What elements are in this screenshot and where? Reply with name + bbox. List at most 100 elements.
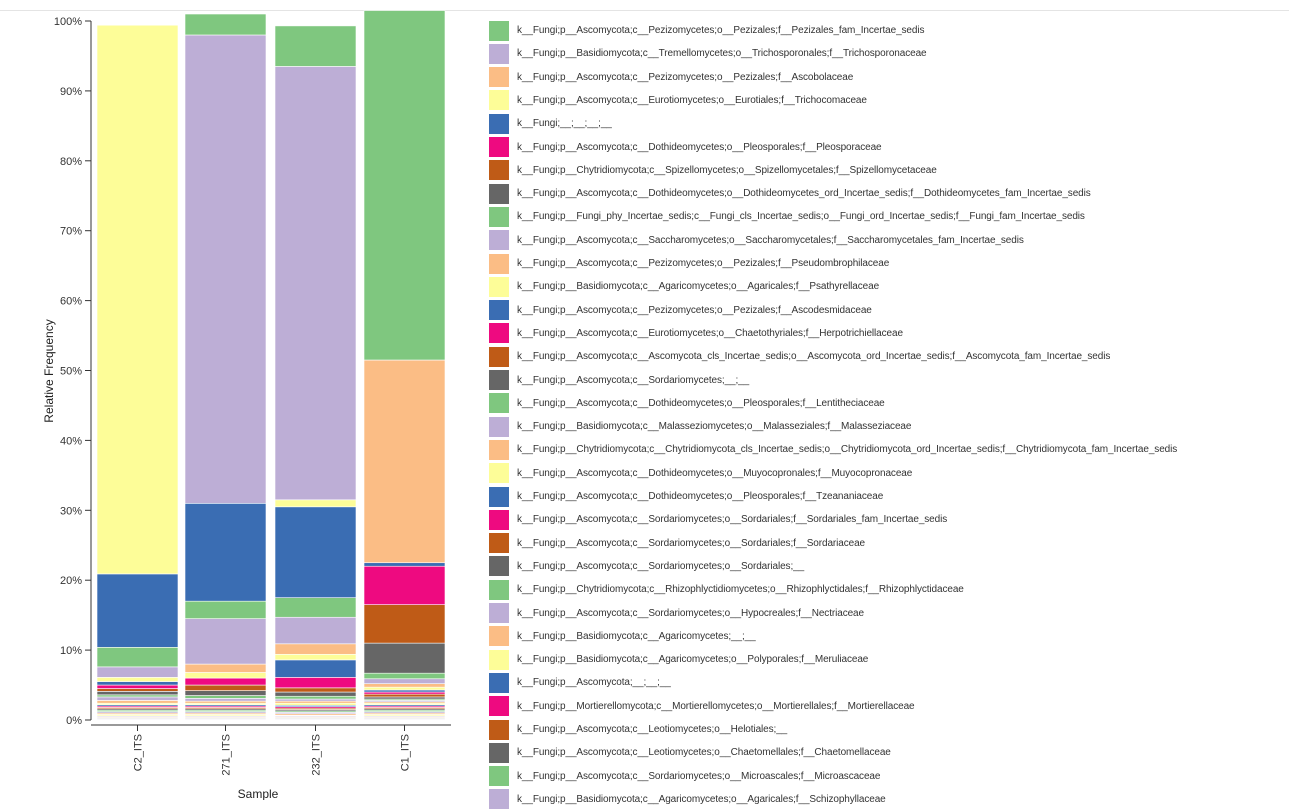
bar-segment[interactable]: [184, 34, 267, 504]
bar-segment[interactable]: [274, 499, 357, 508]
legend-item[interactable]: k__Fungi;p__Ascomycota;c__Pezizomycetes;…: [489, 253, 889, 274]
legend-item[interactable]: k__Fungi;p__Ascomycota;c__Dothideomycete…: [489, 137, 882, 158]
legend-item[interactable]: k__Fungi;p__Chytridiomycota;c__Rhizophly…: [489, 579, 964, 600]
bar-segment[interactable]: [363, 562, 446, 567]
bar-segment[interactable]: [184, 684, 267, 691]
bar-segment[interactable]: [363, 686, 446, 691]
legend-label: k__Fungi;p__Ascomycota;c__Pezizomycetes;…: [517, 25, 925, 36]
bar-segment[interactable]: [184, 690, 267, 696]
legend-item[interactable]: k__Fungi;p__Ascomycota;c__Eurotiomycetes…: [489, 90, 867, 111]
legend-item[interactable]: k__Fungi;p__Ascomycota;c__Pezizomycetes;…: [489, 20, 924, 41]
bar-segment[interactable]: [184, 700, 267, 704]
bar-segment[interactable]: [274, 25, 357, 67]
bar-segment[interactable]: [363, 691, 446, 695]
legend-item[interactable]: k__Fungi;p__Ascomycota;c__Sordariomycete…: [489, 509, 947, 530]
bar-segment[interactable]: [363, 359, 446, 564]
legend-label: k__Fungi;p__Ascomycota;c__Sordariomycete…: [517, 514, 948, 526]
bar-segment[interactable]: [274, 695, 357, 700]
legend-label: k__Fungi;p__Ascomycota;__;__;__: [517, 677, 671, 689]
bar-segment[interactable]: [184, 13, 267, 36]
bar-segment[interactable]: [274, 66, 357, 501]
bar-segment[interactable]: [363, 672, 446, 680]
legend-item[interactable]: k__Fungi;p__Basidiomycota;c__Agaricomyce…: [489, 789, 886, 810]
bar-segment[interactable]: [96, 691, 179, 696]
bar-segment[interactable]: [96, 684, 179, 689]
bar-segment[interactable]: [184, 618, 267, 665]
bar-segment[interactable]: [184, 677, 267, 686]
legend-item[interactable]: k__Fungi;p__Ascomycota;c__Ascomycota_cls…: [489, 346, 1110, 367]
legend-item[interactable]: k__Fungi;p__Basidiomycota;c__Agaricomyce…: [489, 649, 868, 670]
bar-segment[interactable]: [184, 695, 267, 699]
legend-item[interactable]: k__Fungi;p__Ascomycota;c__Leotiomycetes;…: [489, 742, 891, 763]
legend-item[interactable]: k__Fungi;p__Ascomycota;c__Sordariomycete…: [489, 603, 864, 624]
bar-segment[interactable]: [96, 694, 179, 698]
bar-segment[interactable]: [184, 600, 267, 619]
legend-item[interactable]: k__Fungi;p__Ascomycota;__;__;__: [489, 672, 671, 693]
bar-segment[interactable]: [96, 647, 179, 668]
bar-segment[interactable]: [96, 573, 179, 648]
legend-item[interactable]: k__Fungi;p__Chytridiomycota;c__Chytridio…: [489, 439, 1177, 460]
legend-item[interactable]: k__Fungi;p__Basidiomycota;c__Agaricomyce…: [489, 626, 756, 647]
bar-segment[interactable]: [274, 597, 357, 618]
legend-item[interactable]: k__Fungi;p__Ascomycota;c__Dothideomycete…: [489, 486, 883, 507]
bar-segment[interactable]: [184, 503, 267, 602]
legend-item[interactable]: k__Fungi;p__Ascomycota;c__Saccharomycete…: [489, 230, 1024, 251]
legend-item[interactable]: k__Fungi;p__Fungi_phy_Incertae_sedis;c__…: [489, 206, 1085, 227]
bar-segment[interactable]: [274, 700, 357, 704]
legend-item[interactable]: k__Fungi;__;__;__;__: [489, 113, 612, 134]
legend-item[interactable]: k__Fungi;p__Ascomycota;c__Pezizomycetes;…: [489, 300, 872, 321]
legend-item[interactable]: k__Fungi;p__Ascomycota;c__Sordariomycete…: [489, 766, 880, 787]
bar-segment[interactable]: [363, 693, 446, 698]
legend-item[interactable]: k__Fungi;p__Ascomycota;c__Eurotiomycetes…: [489, 323, 903, 344]
legend-item[interactable]: k__Fungi;p__Chytridiomycota;c__Spizellom…: [489, 160, 937, 181]
legend-item[interactable]: k__Fungi;p__Ascomycota;c__Dothideomycete…: [489, 393, 885, 414]
bar-segment[interactable]: [96, 688, 179, 692]
bar-segment[interactable]: [363, 10, 446, 361]
bar-segment[interactable]: [274, 616, 357, 645]
bar-segment[interactable]: [363, 604, 446, 644]
x-tick-label: C1_ITS: [400, 734, 412, 771]
bar-segment[interactable]: [274, 677, 357, 689]
bar-segment[interactable]: [96, 666, 179, 678]
bar-segment[interactable]: [363, 689, 446, 693]
bar-segment[interactable]: [184, 663, 267, 673]
bar-segment[interactable]: [96, 681, 179, 686]
bar-segment[interactable]: [274, 702, 357, 706]
legend-swatch: [489, 696, 509, 717]
bar-segment[interactable]: [274, 691, 357, 697]
legend-label: k__Fungi;p__Basidiomycota;c__Agaricomyce…: [517, 630, 756, 642]
legend-item[interactable]: k__Fungi;p__Ascomycota;c__Sordariomycete…: [489, 556, 804, 577]
legend-item[interactable]: k__Fungi;p__Ascomycota;c__Sordariomycete…: [489, 533, 865, 554]
legend-item[interactable]: k__Fungi;p__Ascomycota;c__Sordariomycete…: [489, 370, 749, 391]
bar-segment[interactable]: [96, 700, 179, 704]
legend-label: k__Fungi;p__Ascomycota;c__Dothideomycete…: [517, 188, 1091, 200]
bar-segment[interactable]: [96, 677, 179, 682]
bar-segment[interactable]: [274, 653, 357, 661]
bar-segment[interactable]: [274, 659, 357, 678]
bar-segment[interactable]: [184, 672, 267, 679]
legend-swatch: [489, 67, 509, 88]
legend-item[interactable]: k__Fungi;p__Ascomycota;c__Leotiomycetes;…: [489, 719, 787, 740]
bar-segment[interactable]: [96, 696, 179, 701]
bar-segment[interactable]: [184, 698, 267, 702]
bar-segment[interactable]: [363, 683, 446, 688]
legend-item[interactable]: k__Fungi;p__Mortierellomycota;c__Mortier…: [489, 696, 915, 717]
bar-segment[interactable]: [363, 696, 446, 700]
y-tick-label: 60%: [60, 296, 82, 308]
bar-segment[interactable]: [274, 687, 357, 693]
legend-item[interactable]: k__Fungi;p__Basidiomycota;c__Agaricomyce…: [489, 276, 879, 297]
bar-segment[interactable]: [96, 24, 179, 575]
legend-item[interactable]: k__Fungi;p__Basidiomycota;c__Tremellomyc…: [489, 43, 927, 64]
legend-item[interactable]: k__Fungi;p__Basidiomycota;c__Malasseziom…: [489, 416, 911, 437]
bar-segment[interactable]: [274, 698, 357, 702]
bar-segment[interactable]: [274, 506, 357, 598]
legend-item[interactable]: k__Fungi;p__Ascomycota;c__Dothideomycete…: [489, 463, 912, 484]
y-tick-label: 100%: [54, 16, 82, 28]
bar-segment[interactable]: [274, 643, 357, 655]
bar-segment[interactable]: [363, 678, 446, 684]
legend-item[interactable]: k__Fungi;p__Ascomycota;c__Pezizomycetes;…: [489, 67, 853, 88]
bar-segment[interactable]: [363, 565, 446, 605]
legend-item[interactable]: k__Fungi;p__Ascomycota;c__Dothideomycete…: [489, 183, 1091, 204]
legend-swatch: [489, 323, 509, 344]
bar-segment[interactable]: [363, 642, 446, 674]
